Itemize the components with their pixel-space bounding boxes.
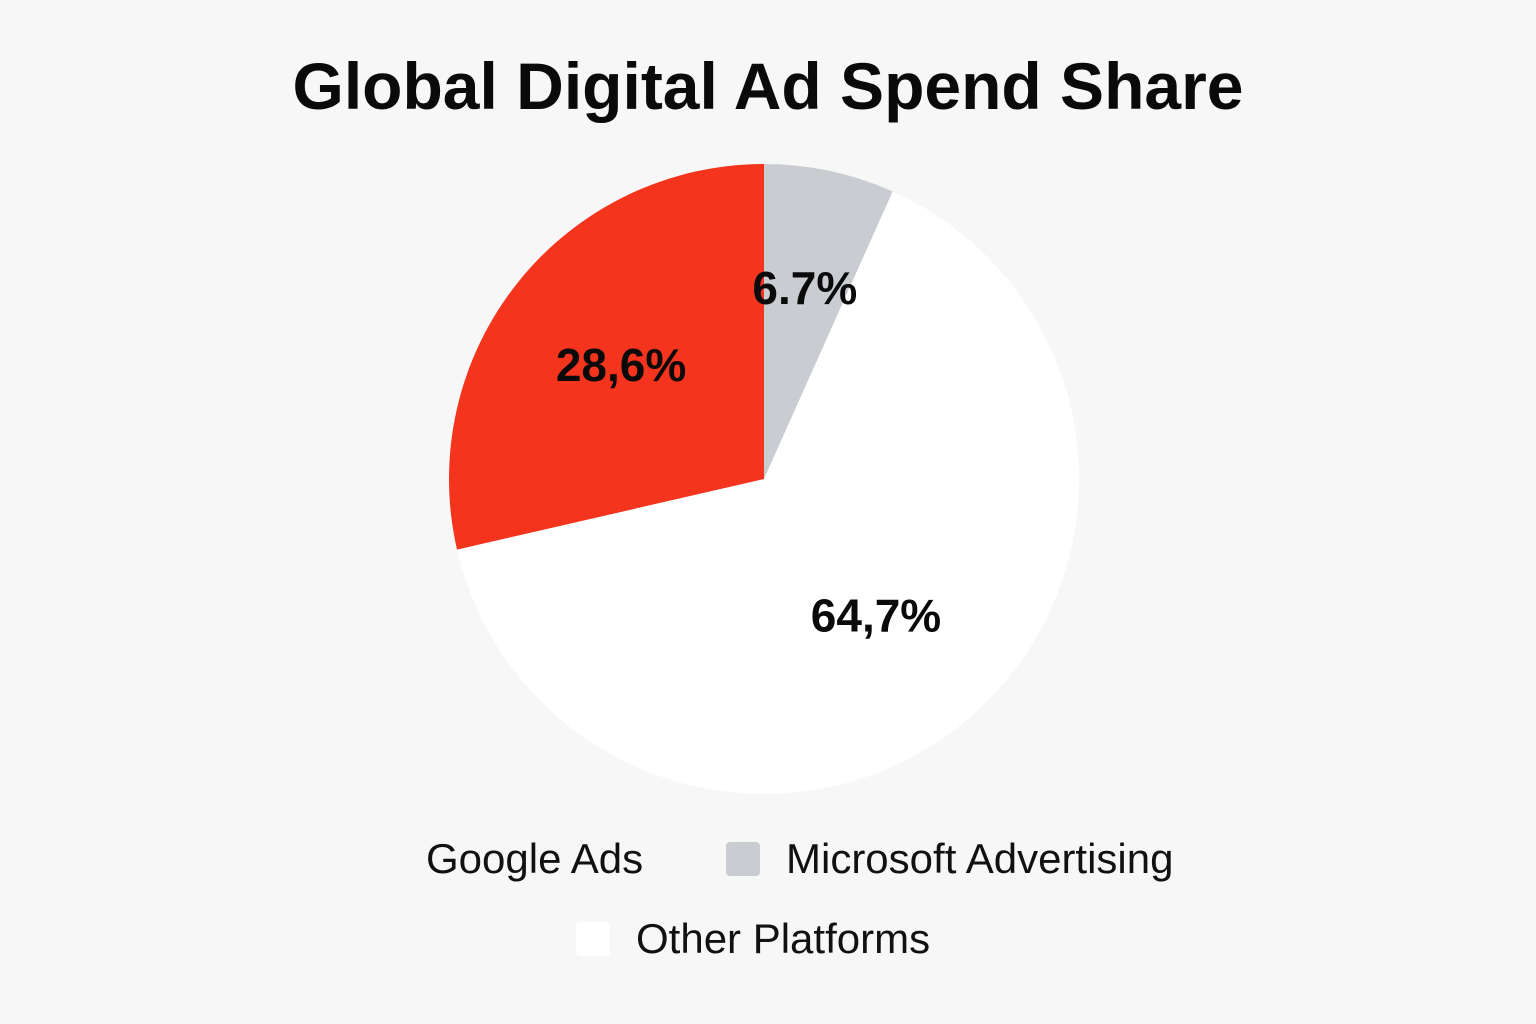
pie-slice-microsoft-advertising	[764, 164, 893, 479]
legend-label-other-platforms: Other Platforms	[636, 915, 931, 962]
legend-label-google-ads: Google Ads	[426, 835, 644, 882]
chart-title: Global Digital Ad Spend Share	[292, 49, 1244, 123]
pie-label-microsoft-advertising: 6.7%	[752, 262, 857, 314]
legend-swatch-other-platforms	[576, 922, 610, 956]
legend-item-microsoft-advertising: Microsoft Advertising	[726, 834, 1173, 884]
legend-swatch-google-ads	[366, 842, 400, 876]
pie-slice-google-ads	[449, 164, 764, 550]
legend-label-microsoft-advertising: Microsoft Advertising	[786, 835, 1174, 882]
legend-item-google-ads: Google Ads	[366, 834, 643, 884]
pie-slice-other-platforms	[457, 191, 1080, 794]
pie-label-google-ads: 28,6%	[556, 339, 686, 391]
legend-item-other-platforms: Other Platforms	[576, 914, 930, 964]
pie-label-other-platforms: 64,7%	[811, 589, 941, 641]
legend-swatch-microsoft-advertising	[726, 842, 760, 876]
